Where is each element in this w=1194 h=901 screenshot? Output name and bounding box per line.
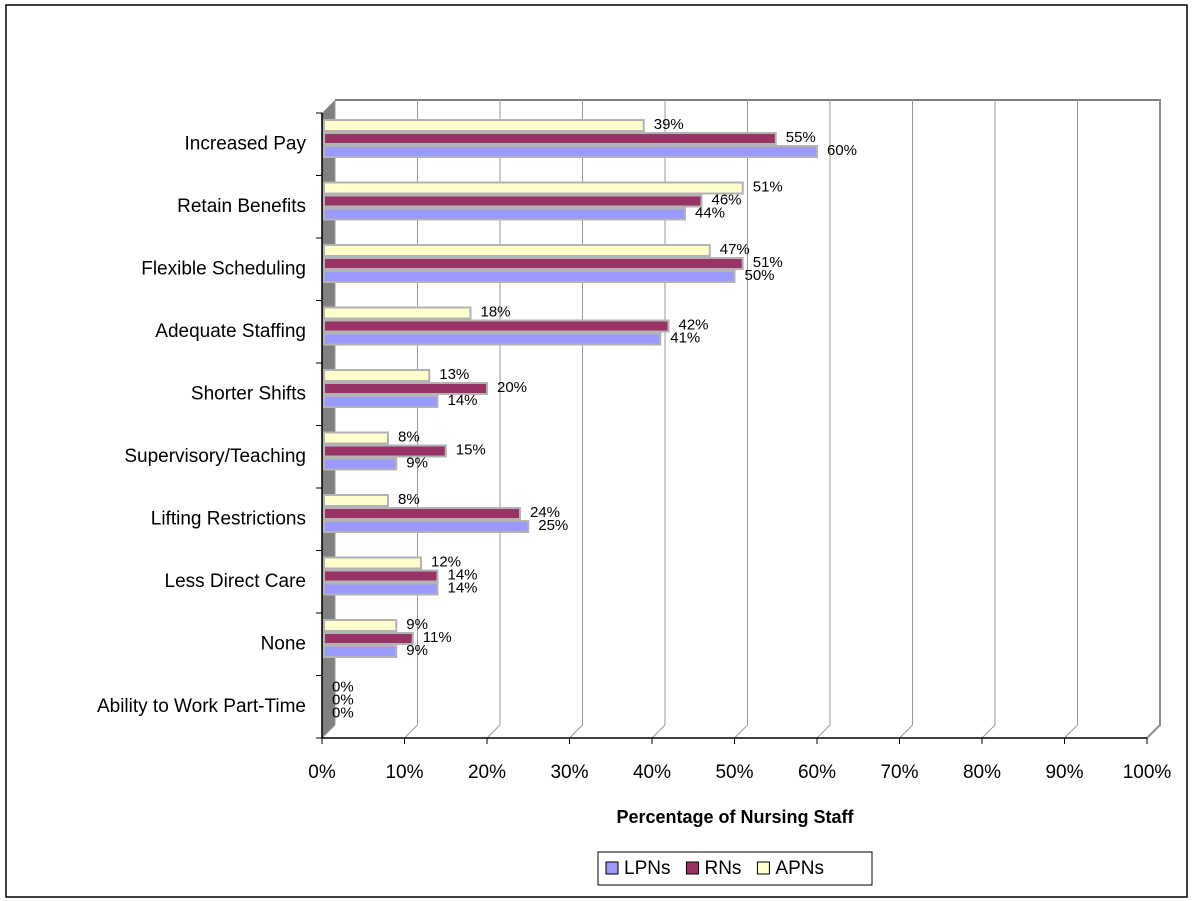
y-tick-label: Retain Benefits bbox=[177, 196, 306, 217]
bar bbox=[323, 270, 736, 283]
x-tick-label: 90% bbox=[1045, 762, 1083, 783]
x-tick-label: 50% bbox=[715, 762, 753, 783]
value-label: 12% bbox=[431, 553, 461, 570]
bar bbox=[323, 632, 414, 645]
x-tick-label: 80% bbox=[963, 762, 1001, 783]
x-tick-label: 20% bbox=[468, 762, 506, 783]
bar bbox=[323, 645, 398, 658]
bar bbox=[323, 556, 422, 570]
bar bbox=[323, 431, 389, 445]
bar bbox=[323, 194, 703, 208]
value-label: 60% bbox=[827, 142, 857, 159]
value-label: 9% bbox=[406, 642, 428, 659]
value-label: 25% bbox=[538, 517, 568, 534]
value-label: 51% bbox=[753, 178, 783, 195]
value-label: 13% bbox=[439, 366, 469, 383]
y-tick-label: Lifting Restrictions bbox=[151, 508, 306, 529]
legend-swatch bbox=[756, 861, 770, 875]
bar bbox=[323, 132, 777, 145]
value-label: 11% bbox=[423, 629, 452, 646]
y-tick-label: Ability to Work Part-Time bbox=[97, 696, 306, 717]
value-label: 8% bbox=[398, 491, 420, 508]
bar bbox=[323, 257, 744, 270]
y-tick-label: None bbox=[261, 633, 306, 654]
bar bbox=[323, 507, 521, 520]
legend-swatch bbox=[685, 861, 699, 875]
legend-label: APNs bbox=[775, 858, 824, 879]
bar bbox=[323, 395, 439, 408]
value-label: 55% bbox=[786, 129, 816, 146]
bar bbox=[323, 332, 662, 346]
floor-line bbox=[569, 724, 583, 739]
floor-line bbox=[981, 724, 996, 739]
x-tick-label: 10% bbox=[385, 762, 423, 783]
x-axis-title: Percentage of Nursing Staff bbox=[616, 807, 854, 827]
value-label: 39% bbox=[654, 116, 684, 133]
bar bbox=[323, 119, 645, 132]
value-label: 15% bbox=[456, 441, 486, 458]
y-tick-label: Less Direct Care bbox=[165, 571, 307, 592]
y-tick-label: Increased Pay bbox=[185, 133, 307, 154]
legend-label: RNs bbox=[704, 858, 741, 879]
floor-line bbox=[1146, 724, 1161, 739]
legend-box bbox=[597, 851, 873, 886]
value-label: 51% bbox=[753, 254, 783, 271]
bar bbox=[323, 457, 398, 471]
bar bbox=[323, 494, 389, 507]
bar bbox=[323, 382, 488, 395]
bar bbox=[323, 520, 530, 533]
floor-line bbox=[486, 724, 501, 739]
value-label: 0% bbox=[332, 691, 354, 708]
legend-label: LPNs bbox=[624, 858, 670, 879]
bar bbox=[323, 207, 686, 221]
floor-line bbox=[651, 724, 666, 739]
x-tick-label: 30% bbox=[550, 762, 588, 783]
y-tick-label: Shorter Shifts bbox=[191, 383, 306, 404]
value-label: 14% bbox=[448, 392, 478, 409]
value-label: 41% bbox=[670, 329, 700, 346]
value-label: 8% bbox=[398, 428, 420, 445]
y-tick-label: Flexible Scheduling bbox=[141, 258, 306, 279]
value-label: 44% bbox=[695, 204, 725, 221]
value-label: 20% bbox=[497, 379, 527, 396]
floor-line bbox=[816, 724, 831, 739]
bar bbox=[323, 444, 447, 458]
floor-line bbox=[321, 724, 336, 739]
value-label: 14% bbox=[448, 579, 478, 596]
value-label: 0% bbox=[332, 678, 354, 695]
floor-line bbox=[734, 724, 748, 739]
bar bbox=[323, 319, 670, 333]
value-label: 24% bbox=[530, 504, 560, 521]
x-tick-label: 100% bbox=[1123, 762, 1172, 783]
floor-line bbox=[1064, 724, 1078, 739]
bar bbox=[323, 181, 744, 195]
x-tick-label: 70% bbox=[880, 762, 918, 783]
value-label: 46% bbox=[712, 191, 742, 208]
value-label: 9% bbox=[406, 616, 428, 633]
value-label: 14% bbox=[448, 566, 478, 583]
value-label: 50% bbox=[745, 267, 775, 284]
bar bbox=[323, 569, 439, 583]
value-label: 42% bbox=[679, 316, 709, 333]
value-label: 18% bbox=[481, 303, 511, 320]
bar bbox=[323, 145, 818, 158]
value-label: 47% bbox=[720, 241, 750, 258]
x-tick-label: 40% bbox=[633, 762, 671, 783]
y-tick-label: Adequate Staffing bbox=[155, 321, 306, 342]
value-label: 9% bbox=[406, 454, 428, 471]
x-tick-label: 60% bbox=[798, 762, 836, 783]
bar bbox=[323, 369, 431, 382]
floor-line bbox=[899, 724, 913, 739]
x-tick-label: 0% bbox=[308, 762, 336, 783]
bar bbox=[323, 619, 398, 632]
value-label: 0% bbox=[332, 704, 354, 721]
bar bbox=[323, 306, 472, 320]
bar bbox=[323, 582, 439, 596]
y-tick-label: Supervisory/Teaching bbox=[124, 446, 306, 467]
legend-swatch bbox=[605, 861, 619, 875]
bar bbox=[323, 244, 711, 257]
floor-line bbox=[404, 724, 418, 739]
